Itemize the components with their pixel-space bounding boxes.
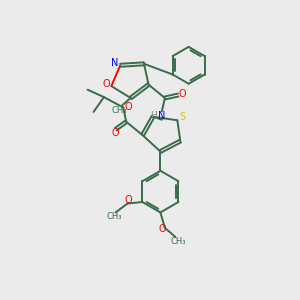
Text: O: O	[124, 102, 132, 112]
Text: H: H	[151, 111, 157, 120]
Text: O: O	[158, 224, 166, 234]
Text: O: O	[124, 195, 132, 205]
Text: CH₃: CH₃	[170, 237, 186, 246]
Text: O: O	[111, 128, 119, 138]
Text: O: O	[178, 89, 186, 99]
Text: CH₃: CH₃	[106, 212, 122, 221]
Text: N: N	[158, 111, 166, 121]
Text: N: N	[111, 58, 118, 68]
Text: S: S	[180, 112, 186, 122]
Text: O: O	[102, 79, 110, 89]
Text: CH₃: CH₃	[111, 106, 127, 115]
